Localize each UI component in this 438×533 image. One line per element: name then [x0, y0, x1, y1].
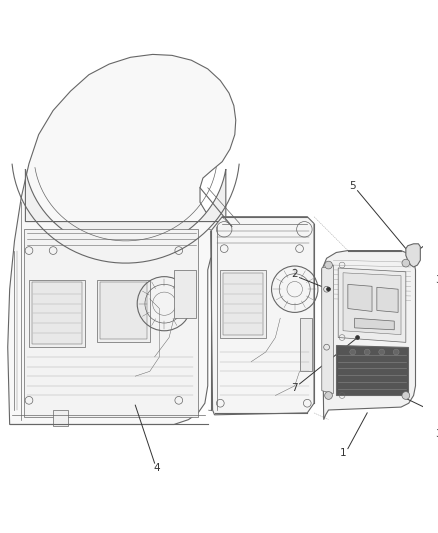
Text: 2: 2 — [291, 269, 298, 279]
Circle shape — [325, 261, 332, 269]
Polygon shape — [377, 287, 398, 312]
Text: 4: 4 — [153, 463, 160, 473]
Polygon shape — [32, 282, 82, 344]
Circle shape — [402, 392, 410, 399]
Polygon shape — [336, 345, 408, 395]
Polygon shape — [322, 265, 333, 393]
Polygon shape — [322, 251, 416, 419]
Polygon shape — [355, 318, 394, 330]
Polygon shape — [25, 169, 226, 251]
Polygon shape — [211, 217, 314, 415]
Polygon shape — [8, 54, 236, 424]
Polygon shape — [97, 279, 150, 342]
Polygon shape — [343, 273, 401, 335]
Circle shape — [402, 259, 410, 267]
Circle shape — [356, 336, 360, 340]
Polygon shape — [99, 282, 147, 340]
Polygon shape — [220, 270, 266, 337]
Circle shape — [327, 287, 330, 291]
Polygon shape — [29, 279, 85, 347]
Text: 7: 7 — [291, 383, 298, 393]
Circle shape — [393, 349, 399, 355]
Polygon shape — [406, 244, 420, 267]
Polygon shape — [300, 318, 312, 372]
Circle shape — [364, 349, 370, 355]
Circle shape — [350, 349, 356, 355]
Polygon shape — [24, 229, 198, 417]
Polygon shape — [53, 410, 67, 426]
Polygon shape — [174, 270, 196, 318]
Circle shape — [379, 349, 385, 355]
Text: 3: 3 — [435, 429, 438, 439]
Polygon shape — [223, 273, 263, 335]
Polygon shape — [348, 285, 372, 311]
Circle shape — [325, 392, 332, 399]
Text: 1: 1 — [340, 448, 346, 458]
Text: 3: 3 — [435, 274, 438, 285]
Text: 5: 5 — [350, 181, 356, 191]
Polygon shape — [338, 268, 406, 342]
